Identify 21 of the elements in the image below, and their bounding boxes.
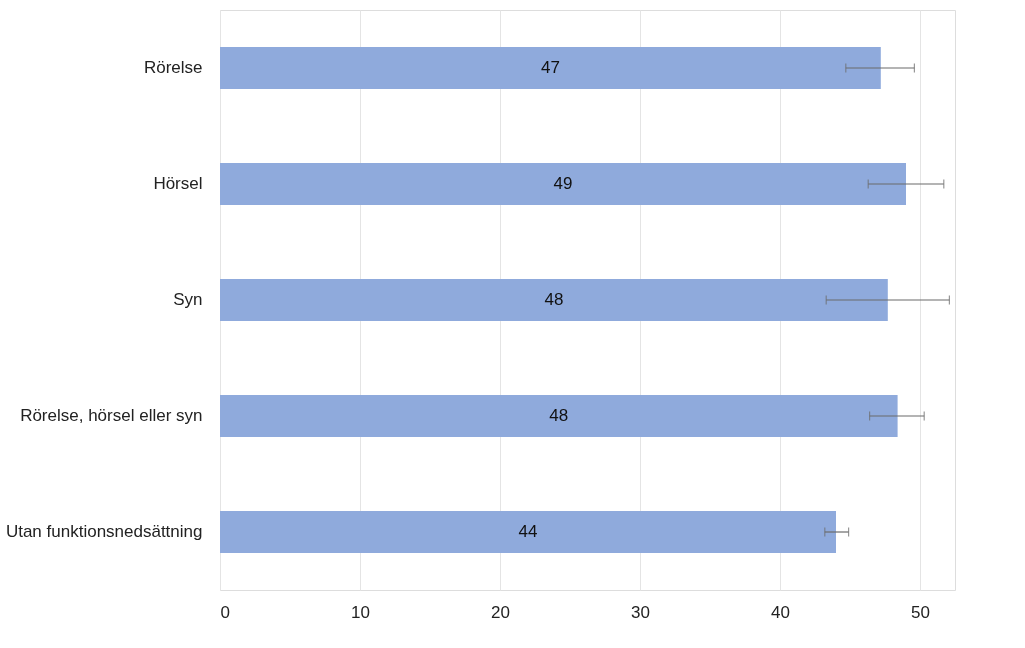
- y-tick-label: Syn: [173, 290, 203, 309]
- data-label: 48: [544, 290, 564, 309]
- x-tick-label: 40: [771, 602, 790, 622]
- bar: [220, 47, 881, 89]
- x-tick-label: 10: [351, 602, 370, 622]
- x-tick-label: 20: [491, 602, 510, 622]
- x-tick-label: 50: [911, 602, 930, 622]
- y-tick-label: Utan funktionsnedsättning: [5, 522, 203, 541]
- x-tick-label: 0: [220, 602, 230, 622]
- x-tick-label: 30: [631, 602, 650, 622]
- bar: [220, 163, 906, 205]
- data-label: 47: [540, 58, 560, 77]
- bar: [220, 511, 836, 553]
- y-tick-label: Rörelse, hörsel eller syn: [20, 406, 203, 425]
- y-tick-label: Hörsel: [153, 174, 203, 193]
- bar: [220, 395, 898, 437]
- data-label: 44: [518, 522, 538, 541]
- data-label: 49: [553, 174, 573, 193]
- y-tick-label: Rörelse: [143, 58, 203, 77]
- data-label: 48: [549, 406, 569, 425]
- bar: [220, 279, 888, 321]
